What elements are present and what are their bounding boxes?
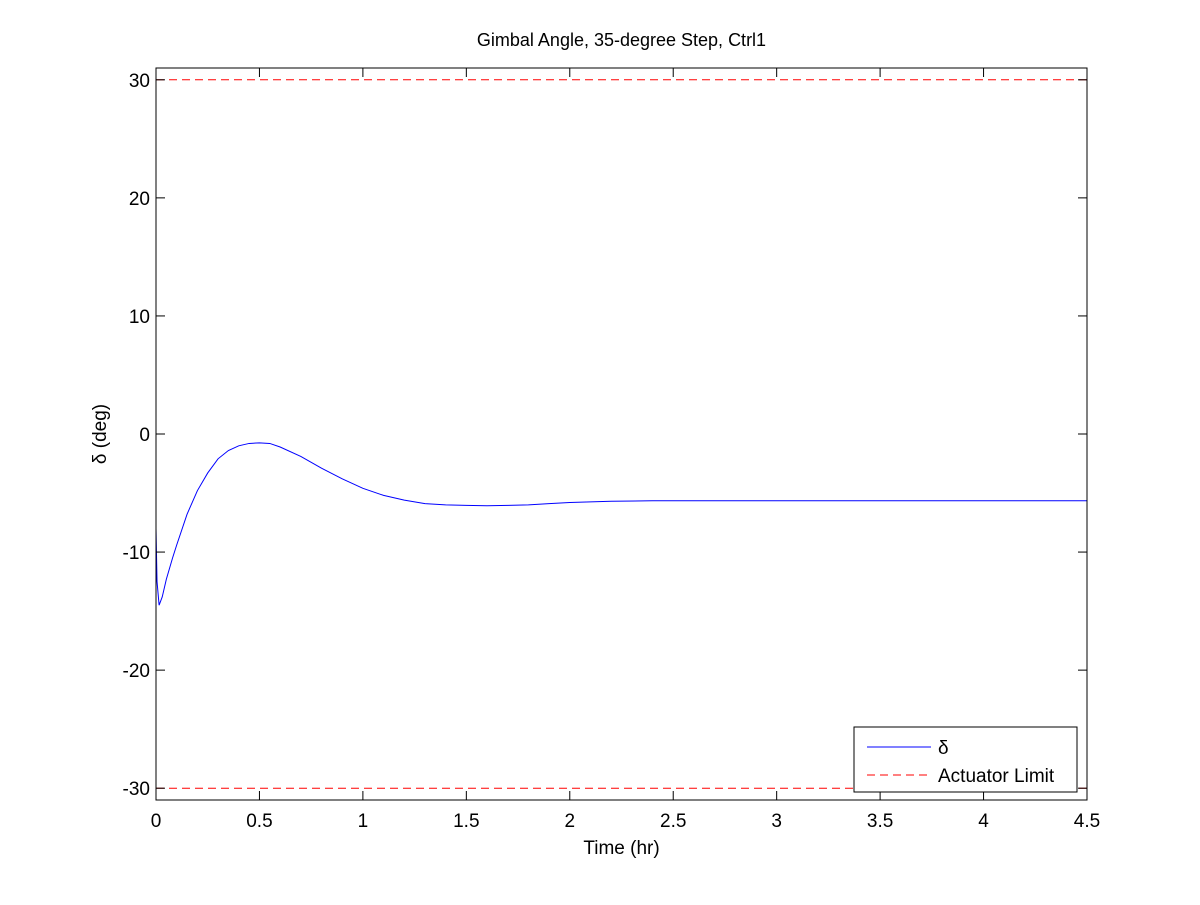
x-tick-label: 1	[358, 811, 369, 832]
x-tick-label: 4.5	[1074, 811, 1100, 832]
x-tick-label: 3	[771, 811, 782, 832]
delta-series-line	[155, 442, 1087, 606]
legend: δ Actuator Limit	[853, 726, 1078, 793]
x-axis-label: Time (hr)	[583, 838, 659, 859]
legend-label-0: δ	[938, 738, 949, 759]
y-tick-label: -10	[123, 543, 150, 564]
y-tick-label: -20	[123, 661, 150, 682]
legend-label-1: Actuator Limit	[938, 766, 1055, 787]
x-tick-label: 0.5	[246, 811, 272, 832]
plot-area	[156, 68, 1087, 800]
y-tick-label: 20	[129, 189, 150, 210]
y-tick-label: 30	[129, 71, 150, 92]
x-tick-label: 2	[564, 811, 575, 832]
legend-box	[853, 726, 1078, 793]
y-axis-label: δ (deg)	[90, 404, 111, 464]
plot-layer: 0 0.5 1 1.5 2 2.5 3 3.5 4 4.5 -30 -20 -10 0 10 20 30	[123, 67, 1100, 832]
y-tick-label: 10	[129, 307, 150, 328]
x-tick-label: 4	[978, 811, 989, 832]
y-tick-label: -30	[123, 779, 150, 800]
x-tick-label: 3.5	[867, 811, 893, 832]
x-tick-label: 0	[151, 811, 162, 832]
y-tick-label: 0	[139, 425, 150, 446]
chart-title: Gimbal Angle, 35-degree Step, Ctrl1	[477, 30, 766, 50]
x-tick-label: 1.5	[453, 811, 479, 832]
x-tick-label: 2.5	[660, 811, 686, 832]
